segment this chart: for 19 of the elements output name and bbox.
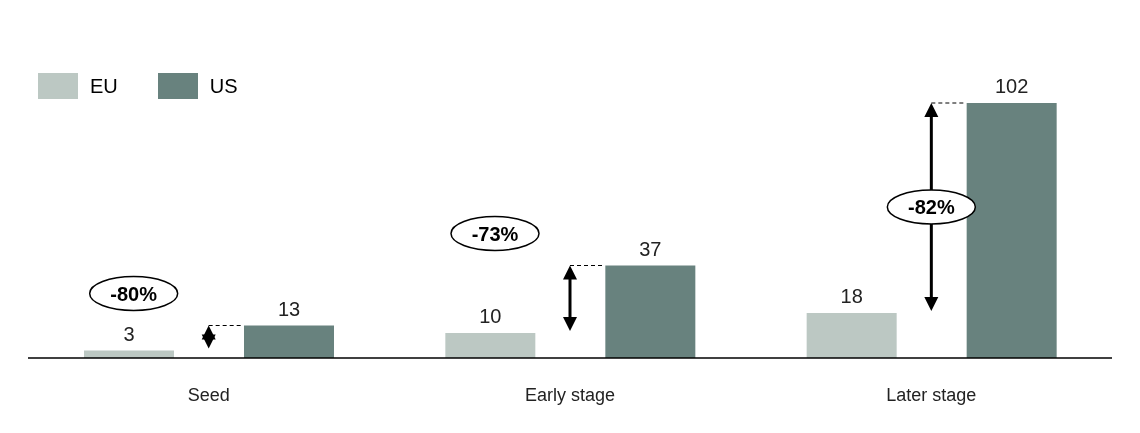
annotation: -82%	[907, 196, 955, 218]
bar	[244, 325, 334, 358]
annotation: -80%	[110, 282, 158, 305]
data-label: 37	[639, 237, 662, 260]
x-tick-label: Early stage	[524, 384, 616, 405]
legend-label: EU	[90, 74, 118, 98]
data-label: 3	[123, 322, 135, 345]
annotation: -73%	[471, 222, 519, 245]
x-tick-label: Seed	[187, 384, 230, 405]
bar	[445, 333, 536, 358]
legend-label: US	[209, 74, 238, 98]
data-label: 18	[840, 285, 863, 307]
data-label: 10	[479, 305, 502, 327]
data-label: 13	[277, 297, 301, 320]
bar	[605, 265, 696, 358]
data-label: 102	[994, 75, 1029, 97]
bar	[806, 313, 897, 358]
bar	[966, 103, 1057, 358]
x-tick-label: Later stage	[886, 384, 977, 405]
